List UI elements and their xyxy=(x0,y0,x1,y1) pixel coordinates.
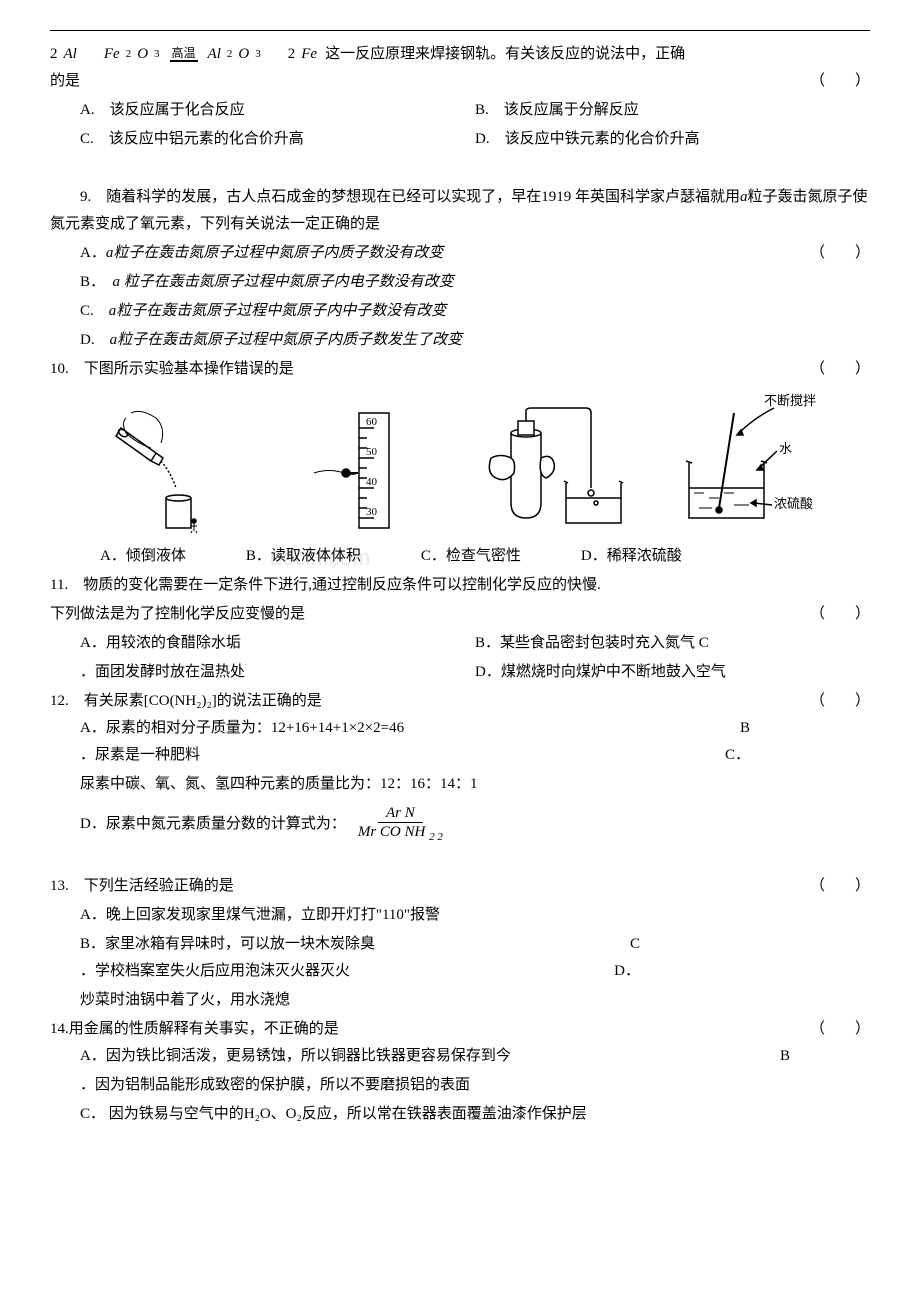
q12-b-line: ．尿素是一种肥料 C． xyxy=(80,742,870,769)
q10-fig-c xyxy=(465,403,648,533)
q12-fraction: Ar N Mr CO NH 2 2 xyxy=(350,804,451,844)
q11-options: A．用较浓的食醋除水垢 ．面团发酵时放在温热处 B．某些食品密封包装时充入氮气 … xyxy=(80,628,870,688)
q14-a-line: A．因为铁比铜活泼，更易锈蚀，所以铜器比铁器更容易保存到今 B xyxy=(80,1043,870,1070)
q10-label-b: B．读取液体体积 xyxy=(246,543,361,570)
q8-opt-b: B. 该反应属于分解反应 xyxy=(475,97,870,124)
q14-stem-line: 14.用金属的性质解释有关事实，不正确的是 （ ） xyxy=(50,1016,870,1043)
eq-r2-o: O xyxy=(137,41,148,68)
svg-text:水: 水 xyxy=(779,441,792,456)
eq-p1: Al xyxy=(208,41,221,68)
page-top-rule xyxy=(50,30,870,31)
q11-stem2: 下列做法是为了控制化学反应变慢的是 xyxy=(50,601,810,628)
q11-opt-c: ．面团发酵时放在温热处 xyxy=(80,659,475,686)
eq-p1-sub2: 3 xyxy=(255,45,261,65)
q12-opt-a: A．尿素的相对分子质量为：12+16+14+1×2×2=46 xyxy=(80,715,740,742)
air-tightness-icon xyxy=(476,403,636,533)
svg-text:浓硫酸: 浓硫酸 xyxy=(774,496,813,511)
svg-text:30: 30 xyxy=(366,506,378,518)
q8-opt-a: A. 该反应属于化合反应 xyxy=(80,97,475,124)
eq-r2-sub1: 2 xyxy=(126,45,132,65)
q9-opt-b: B． a 粒子在轰击氮原子过程中氮原子内电子数没有改变 xyxy=(80,269,870,296)
q8-opt-c: C. 该反应中铝元素的化合价升高 xyxy=(80,126,475,153)
q13-d-mark: D． xyxy=(614,958,640,985)
q11-opt-b: B．某些食品密封包装时充入氮气 C xyxy=(475,630,870,657)
dilute-acid-icon: 不断搅拌 水 浓硫酸 xyxy=(664,393,834,533)
q11-opt-a: A．用较浓的食醋除水垢 xyxy=(80,630,475,657)
q14-opt-b: ．因为铝制品能形成致密的保护膜，所以不要磨损铝的表面 xyxy=(80,1072,870,1099)
q12-a-line: A．尿素的相对分子质量为：12+16+14+1×2×2=46 B xyxy=(80,715,870,742)
svg-text:不断搅拌: 不断搅拌 xyxy=(764,393,816,408)
q10-fig-b: 60 50 40 30 xyxy=(273,403,456,533)
q8-stem-line2: 的是 （ ） xyxy=(50,68,870,95)
q11-stem1: 11. 物质的变化需要在一定条件下进行,通过控制反应条件可以控制化学反应的快慢. xyxy=(50,572,870,599)
eq-p2-coef: 2 xyxy=(288,41,296,68)
q14-paren: （ ） xyxy=(810,1016,870,1043)
q12-c-mark: C． xyxy=(725,742,750,769)
q10-fig-d: 不断搅拌 水 浓硫酸 xyxy=(658,393,841,533)
q8-equation-block: 2 Al Fe2O3 高温 Al2O3 2 Fe 这一反应原理来焊接钢轨。有关该… xyxy=(50,41,870,95)
q8-equation: 2 Al Fe2O3 高温 Al2O3 2 Fe 这一反应原理来焊接钢轨。有关该… xyxy=(50,41,870,68)
q12-b-mark: B xyxy=(740,715,750,742)
q14-b-mark: B xyxy=(780,1043,790,1070)
q13-stem: 13. 下列生活经验正确的是 xyxy=(50,873,810,900)
eq-p2: Fe xyxy=(301,41,317,68)
q13-paren: （ ） xyxy=(810,873,870,900)
reaction-condition: 高温 xyxy=(170,47,198,62)
eq-r1: Al xyxy=(64,41,77,68)
eq-p1-sub1: 2 xyxy=(227,45,233,65)
eq-tail: 这一反应原理来焊接钢轨。有关该反应的说法中，正确 xyxy=(325,41,685,68)
q13-c-mark: C xyxy=(630,931,640,958)
q13-opt-a: A．晚上回家发现家里煤气泄漏，立即开灯打"110"报警 xyxy=(80,902,870,929)
svg-text:50: 50 xyxy=(366,446,378,458)
cond-text: 高温 xyxy=(172,47,196,60)
q8-stem-tail2: 的是 xyxy=(50,68,810,95)
q14-opt-c: C． 因为铁易与空气中的H₂O、O₂反应，所以常在铁器表面覆盖油漆作保护层 xyxy=(80,1101,870,1128)
q14-stem: 14.用金属的性质解释有关事实，不正确的是 xyxy=(50,1016,810,1043)
q11-stem2-line: 下列做法是为了控制化学反应变慢的是 （ ） xyxy=(50,601,870,628)
q8-paren: （ ） xyxy=(810,68,870,95)
q13-c-line: ．学校档案室失火后应用泡沫灭火器灭火 D． xyxy=(80,958,870,985)
q13-opt-d: 炒菜时油锅中着了火，用水浇熄 xyxy=(80,987,870,1014)
q13-b-line: B．家里冰箱有异味时，可以放一块木炭除臭 C xyxy=(80,931,870,958)
q11-opt-d: D．煤燃烧时向煤炉中不断地鼓入空气 xyxy=(475,659,870,686)
q8-options: A. 该反应属于化合反应 C. 该反应中铝元素的化合价升高 B. 该反应属于分解… xyxy=(80,95,870,155)
svg-text:40: 40 xyxy=(366,476,378,488)
q10-label-a: A．倾倒液体 xyxy=(100,543,186,570)
q10-fig-a xyxy=(80,403,263,533)
q13-opt-b: B．家里冰箱有异味时，可以放一块木炭除臭 xyxy=(80,931,630,958)
svg-text:60: 60 xyxy=(366,416,378,428)
q14-opt-a: A．因为铁比铜活泼，更易锈蚀，所以铜器比铁器更容易保存到今 xyxy=(80,1043,780,1070)
pouring-liquid-icon xyxy=(101,403,241,533)
q10-paren: （ ） xyxy=(810,356,870,383)
eq-r1-coef: 2 xyxy=(50,41,58,68)
q10-stem-line: 10. 下图所示实验基本操作错误的是 （ ） xyxy=(50,356,870,383)
q12-opt-c: 尿素中碳、氧、氮、氢四种元素的质量比为：12：16：14：1 xyxy=(80,771,870,798)
q12-paren: （ ） xyxy=(810,688,870,715)
q10-label-d: D．稀释浓硫酸 xyxy=(581,543,682,570)
q8-opt-d: D. 该反应中铁元素的化合价升高 xyxy=(475,126,870,153)
q10-label-c: C．检查气密性 xyxy=(421,543,521,570)
q9-opt-a: A．a粒子在轰击氮原子过程中氮原子内质子数没有改变 xyxy=(80,240,810,267)
q12-stem-line: 12. 有关尿素[CO(NH₂)₂]的说法正确的是 （ ） xyxy=(50,688,870,715)
q9-stem: 9. 随着科学的发展，古人点石成金的梦想现在已经可以实现了，早在1919 年英国… xyxy=(50,184,870,238)
q9-opt-a-line: A．a粒子在轰击氮原子过程中氮原子内质子数没有改变 （ ） xyxy=(80,240,870,267)
q13-stem-line: 13. 下列生活经验正确的是 （ ） xyxy=(50,873,870,900)
q9-opt-d: D. a粒子在轰击氮原子过程中氮原子内质子数发生了改变 xyxy=(80,327,870,354)
q12-stem: 12. 有关尿素[CO(NH₂)₂]的说法正确的是 xyxy=(50,688,810,715)
q12-opt-b: ．尿素是一种肥料 xyxy=(80,742,725,769)
eq-p1-o: O xyxy=(238,41,249,68)
q13-opt-c: ．学校档案室失火后应用泡沫灭火器灭火 xyxy=(80,958,614,985)
q10-stem: 10. 下图所示实验基本操作错误的是 xyxy=(50,356,810,383)
eq-r2: Fe xyxy=(104,41,120,68)
q9-opt-c: C. a粒子在轰击氮原子过程中氮原子内中子数没有改变 xyxy=(80,298,870,325)
eq-r2-sub2: 3 xyxy=(154,45,160,65)
graduated-cylinder-icon: 60 50 40 30 xyxy=(304,403,424,533)
q10-option-labels: A．倾倒液体 B．读取液体体积 C．检查气密性 D．稀释浓硫酸 xyxy=(100,543,870,570)
q12-opt-d: D．尿素中氮元素质量分数的计算式为： Ar N Mr CO NH 2 2 xyxy=(80,804,870,844)
q11-paren: （ ） xyxy=(810,601,870,628)
q9-paren: （ ） xyxy=(810,240,870,267)
q10-figures: 60 50 40 30 xyxy=(80,393,840,533)
